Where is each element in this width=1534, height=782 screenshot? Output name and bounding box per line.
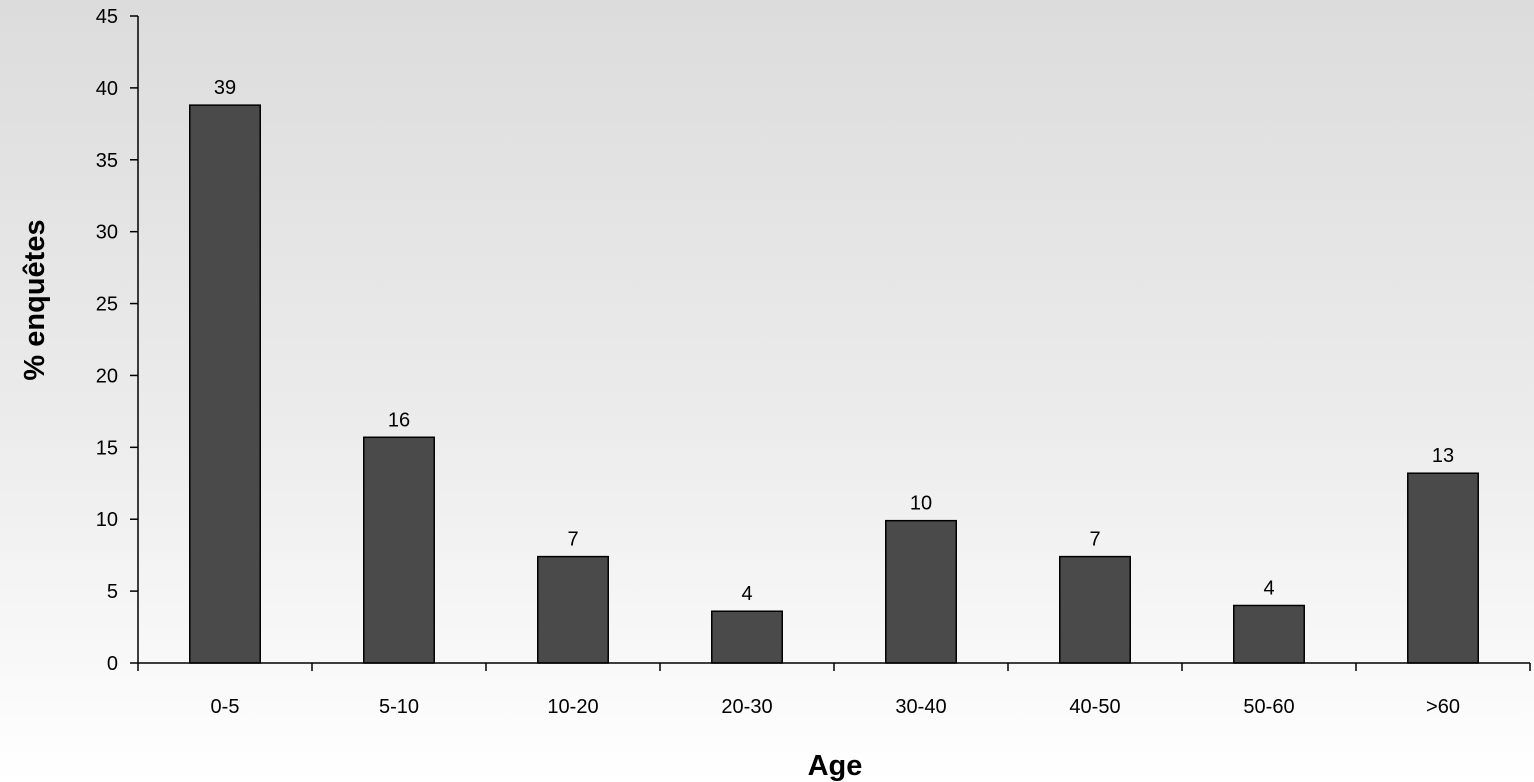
y-tick-label-0: 0	[107, 653, 118, 675]
y-tick-label-35: 35	[96, 150, 118, 172]
y-tick-label-10: 10	[96, 509, 118, 531]
data-label-20-30: 4	[741, 583, 752, 605]
bars-group	[189, 104, 1479, 664]
data-label-30-40: 10	[910, 493, 932, 515]
y-tick-label-15: 15	[96, 437, 118, 459]
bar-20-30	[711, 610, 783, 664]
bar-5-10	[363, 436, 435, 664]
bar-40-50	[1059, 555, 1131, 664]
x-tick-label-5-10: 5-10	[379, 696, 419, 718]
x-ticks-group: 0-5 5-10 10-20 20-30 30-40 40-50 50-60 >60	[137, 663, 1531, 718]
x-tick-label-40-50: 40-50	[1069, 696, 1120, 718]
x-tick-label->60: >60	[1426, 696, 1460, 718]
y-tick-label-30: 30	[96, 222, 118, 244]
data-label-0-5: 39	[214, 77, 236, 99]
y-tick-label-40: 40	[96, 78, 118, 100]
y-ticks-group: 0 5 10 15 20 25 30 35 40 45	[96, 6, 138, 675]
data-label-5-10: 16	[388, 409, 410, 431]
x-tick-label-10-20: 10-20	[547, 696, 598, 718]
data-label-10-20: 7	[567, 529, 578, 551]
y-tick-label-45: 45	[96, 6, 118, 28]
data-labels-group: 39 16 7 4 10 7 4 13	[214, 77, 1454, 605]
x-axis-title: Age	[808, 750, 863, 782]
bar-10-20	[537, 555, 609, 664]
bar-50-60	[1233, 604, 1305, 664]
y-tick-label-20: 20	[96, 365, 118, 387]
data-label->60: 13	[1432, 445, 1454, 467]
x-tick-label-0-5: 0-5	[211, 696, 240, 718]
y-tick-label-25: 25	[96, 294, 118, 316]
y-tick-label-5: 5	[107, 581, 118, 603]
bar-30-40	[885, 519, 957, 664]
x-tick-label-30-40: 30-40	[895, 696, 946, 718]
x-tick-label-20-30: 20-30	[721, 696, 772, 718]
bar->60	[1407, 472, 1479, 664]
y-axis-title: % enquêtes	[19, 219, 51, 380]
bar-0-5	[189, 104, 261, 664]
axes-group	[137, 16, 1530, 664]
data-label-40-50: 7	[1089, 529, 1100, 551]
x-tick-label-50-60: 50-60	[1243, 696, 1294, 718]
data-label-50-60: 4	[1263, 577, 1274, 599]
